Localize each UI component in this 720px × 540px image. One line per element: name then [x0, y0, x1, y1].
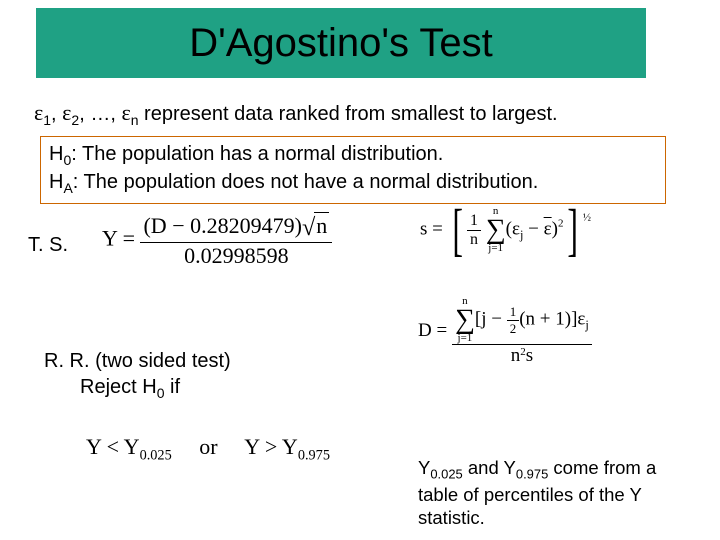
- d-num-b: (n + 1)]ε: [519, 308, 585, 329]
- ha-line: HA: The population does not have a norma…: [49, 169, 657, 197]
- s-term-c: ε: [544, 218, 552, 239]
- d-num-sub: j: [585, 318, 588, 332]
- intro-tail: represent data ranked from smallest to l…: [139, 103, 558, 125]
- ha-label: H: [49, 171, 63, 193]
- h0-text: : The population has a normal distributi…: [71, 143, 443, 165]
- ha-text: : The population does not have a normal …: [73, 171, 539, 193]
- epsilon-n: ε: [121, 100, 130, 125]
- note-b-sub: 0.975: [516, 467, 548, 482]
- note-a: Y: [418, 457, 430, 478]
- h0-label: H: [49, 143, 63, 165]
- h0-line: H0: The population has a normal distribu…: [49, 141, 657, 169]
- epsilon-n-sub: n: [131, 112, 139, 128]
- s-frac-num: 1: [467, 212, 481, 230]
- note-mid: and Y: [463, 457, 516, 478]
- percentile-note: Y0.025 and Y0.975 come from a table of p…: [418, 456, 688, 529]
- formula-rr: Y < Y0.025 or Y > Y0.975: [86, 434, 330, 464]
- d-num-frac-num: 1: [507, 304, 520, 320]
- rr-line2a: Reject H: [80, 376, 157, 398]
- d-num-frac-den: 2: [507, 320, 520, 337]
- intro-line: ε1, ε2, …, εn represent data ranked from…: [34, 100, 558, 128]
- rr-line2-sub: 0: [157, 385, 165, 401]
- rejection-region: R. R. (two sided test) Reject H0 if: [44, 348, 231, 402]
- s-sq: 2: [558, 217, 564, 229]
- formula-y: Y = (D − 0.28209479)√n 0.02998598: [102, 212, 402, 269]
- rr-b-sub: 0.975: [298, 447, 330, 463]
- epsilon-2-sub: 2: [71, 112, 79, 128]
- note-a-sub: 0.025: [430, 467, 462, 482]
- d-den-a: n: [511, 345, 521, 366]
- epsilon-1-sub: 1: [43, 112, 51, 128]
- s-lhs: s =: [420, 218, 443, 239]
- formula-s: s = [ 1 n n ∑ j=1 (εj − ε)2]½: [420, 204, 591, 256]
- y-lhs: Y =: [102, 226, 135, 251]
- formula-d: D = n ∑ j=1 [j − 1 2 (n + 1)]εj n2s: [418, 296, 592, 367]
- hypotheses-box: H0: The population has a normal distribu…: [40, 136, 666, 204]
- rr-b: Y > Y: [244, 434, 298, 459]
- d-den-c: s: [526, 345, 533, 366]
- d-lhs: D =: [418, 320, 447, 341]
- epsilon-1: ε: [34, 100, 43, 125]
- page-title: D'Agostino's Test: [189, 21, 493, 66]
- y-num-a: (D − 0.28209479): [143, 213, 301, 238]
- title-banner: D'Agostino's Test: [36, 8, 646, 78]
- d-sum-bot: j=1: [455, 333, 475, 344]
- d-num-a: [j −: [475, 308, 507, 329]
- y-den: 0.02998598: [140, 242, 332, 269]
- rr-a: Y < Y: [86, 434, 140, 459]
- s-term-b: −: [523, 218, 543, 239]
- ha-sub: A: [63, 180, 72, 196]
- rr-line2b: if: [165, 376, 181, 398]
- y-num-sqrt: n: [314, 212, 329, 239]
- s-exp: ½: [583, 211, 591, 223]
- rr-a-sub: 0.025: [140, 447, 172, 463]
- s-sum-bot: j=1: [486, 243, 506, 254]
- s-frac-den: n: [467, 230, 481, 249]
- ts-label: T. S.: [28, 234, 68, 257]
- s-term-a: (ε: [506, 218, 520, 239]
- rr-mid: or: [199, 434, 217, 459]
- rr-line1: R. R. (two sided test): [44, 348, 231, 374]
